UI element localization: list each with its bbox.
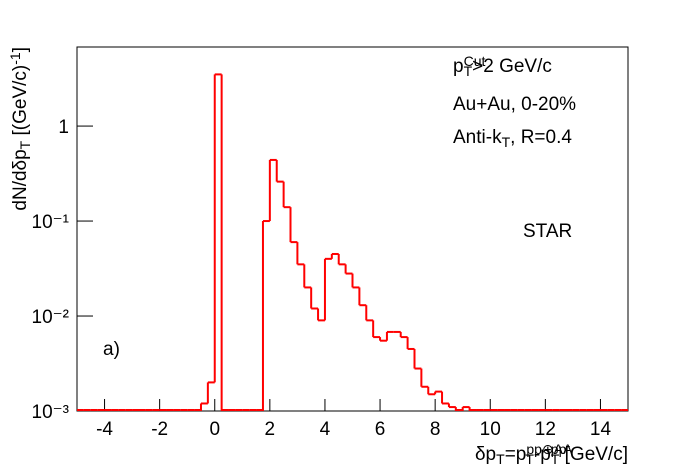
text-part: [(GeV/c) bbox=[10, 65, 31, 141]
text-part: -1 bbox=[7, 52, 23, 65]
text-part: δp bbox=[475, 444, 496, 465]
rich-text: Anti-kT, R=0.4 bbox=[453, 127, 572, 150]
text-part: dN/dδp bbox=[10, 149, 31, 210]
rich-text: δpT=ppp⊕AA T-ppp T [GeV/c] bbox=[475, 441, 628, 467]
y-tick-label: 10⁻¹ bbox=[32, 212, 70, 233]
x-tick-label: 4 bbox=[320, 419, 331, 440]
y-tick-label: 1 bbox=[58, 117, 69, 138]
text-part: Anti-k bbox=[453, 127, 502, 148]
text-part: T bbox=[502, 134, 511, 150]
rich-text: a) bbox=[103, 339, 120, 360]
x-tick-label: 0 bbox=[209, 419, 220, 440]
text-part: STAR bbox=[523, 221, 572, 242]
x-tick-label: 12 bbox=[535, 419, 556, 440]
text-part: T bbox=[525, 451, 534, 467]
text-part: p bbox=[453, 56, 464, 77]
x-tick-label: 14 bbox=[590, 419, 612, 440]
rich-text: Au+Au, 0-20% bbox=[453, 94, 576, 115]
x-tick-label: 8 bbox=[430, 419, 441, 440]
x-tick-label: 2 bbox=[265, 419, 276, 440]
x-tick-label: 6 bbox=[375, 419, 386, 440]
text-part: [GeV/c] bbox=[559, 444, 628, 465]
rich-text: dN/dδpT [(GeV/c)-1] bbox=[7, 47, 33, 211]
text-part: pp⊕AA bbox=[526, 441, 573, 457]
text-part: , R=0.4 bbox=[510, 127, 572, 148]
y-tick-label: 10⁻³ bbox=[32, 402, 70, 423]
text-part: Cut bbox=[464, 53, 486, 69]
rich-text: STAR bbox=[523, 221, 572, 242]
text-part: ] bbox=[10, 47, 31, 52]
text-part: pp bbox=[551, 441, 567, 457]
text-part: T bbox=[17, 140, 33, 149]
text-part: -p bbox=[534, 444, 551, 465]
x-tick-label: -2 bbox=[151, 419, 168, 440]
x-tick-label: 10 bbox=[480, 419, 501, 440]
text-part: >2 GeV/c bbox=[472, 56, 552, 77]
histogram bbox=[77, 73, 628, 411]
text-part: T bbox=[551, 451, 560, 467]
y-tick-label: 10⁻² bbox=[32, 307, 70, 328]
text-part: =p bbox=[505, 444, 527, 465]
x-tick-label: -4 bbox=[96, 419, 113, 440]
plot-frame bbox=[76, 46, 629, 412]
text-part: T bbox=[496, 451, 505, 467]
text-part: a) bbox=[103, 339, 120, 360]
rich-text: pCut T>2 GeV/c bbox=[453, 53, 552, 79]
text-part: T bbox=[464, 63, 473, 79]
text-part: Au+Au, 0-20% bbox=[453, 94, 576, 115]
